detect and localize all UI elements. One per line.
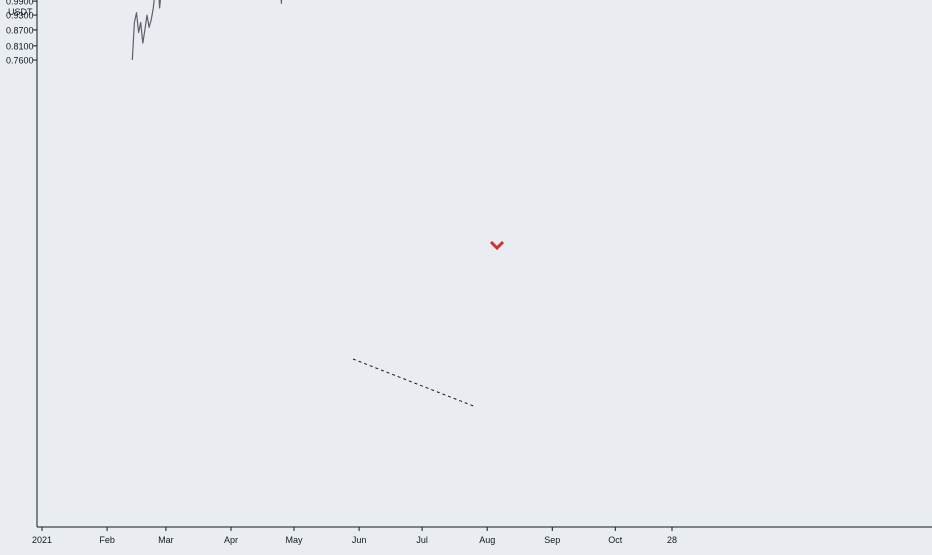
x-tick-label: Feb xyxy=(99,535,115,545)
y-tick-label: 0.9900 xyxy=(6,0,34,7)
chevron-down-icon[interactable] xyxy=(489,240,505,251)
x-tick-label: 28 xyxy=(667,535,677,545)
x-tick-label: Apr xyxy=(224,535,238,545)
x-tick-label: Jun xyxy=(352,535,367,545)
y-tick-label: 0.7600 xyxy=(6,56,34,66)
currency-label: USDT xyxy=(8,7,33,17)
x-tick-label: May xyxy=(285,535,303,545)
x-tick-label: Jul xyxy=(416,535,428,545)
x-tick-label: Aug xyxy=(479,535,495,545)
dashed-trendline[interactable] xyxy=(352,358,477,408)
x-tick-label: 2021 xyxy=(32,535,52,545)
x-tick-label: Sep xyxy=(544,535,560,545)
y-tick-label: 0.9300 xyxy=(6,11,34,21)
x-tick-label: Mar xyxy=(158,535,174,545)
y-tick-label: 0.8100 xyxy=(6,41,34,51)
x-tick-label: Oct xyxy=(608,535,623,545)
y-tick-label: 0.8700 xyxy=(6,25,34,35)
